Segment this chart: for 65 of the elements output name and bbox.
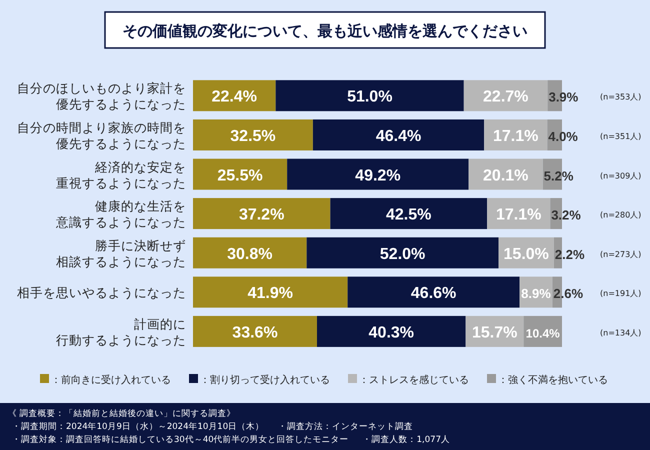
data-label: 17.1%: [496, 206, 542, 224]
text: (n=280人): [600, 210, 642, 220]
text: ・調査方法：インターネット調査: [278, 421, 414, 432]
data-label: 32.5%: [230, 128, 276, 145]
bar: [316, 316, 466, 347]
legend-label: ：前向きに受け入れている: [51, 374, 171, 386]
data-label: 2.6%: [553, 286, 584, 302]
chart-title: その価値観の変化について、最も近い感情を選んでください: [122, 22, 528, 40]
data-label: 20.1%: [483, 167, 528, 184]
legend-label: ：ストレスを感じている: [359, 374, 469, 386]
bar: [193, 119, 313, 150]
y-tick-label: 健康的な生活を意識するようになった: [55, 198, 186, 230]
bar: [330, 198, 488, 230]
data-label: 22.7%: [483, 88, 528, 106]
text: (n=309人): [600, 171, 642, 180]
bar: [464, 80, 548, 112]
bar: [306, 237, 499, 268]
y-tick-label: 自分のほしいものより家計を優先するようになった: [17, 80, 186, 112]
data-label: 22.4%: [212, 88, 258, 106]
data-label: 42.5%: [386, 206, 432, 224]
data-label: 2.2%: [554, 246, 585, 262]
data-label: 15.7%: [472, 324, 518, 342]
text: (n=191人): [600, 289, 642, 298]
text: (n=351人): [600, 132, 642, 141]
data-label: 46.6%: [410, 285, 456, 302]
data-label: 33.6%: [232, 324, 278, 342]
data-label: 30.8%: [227, 246, 273, 263]
bar: [276, 80, 464, 112]
bar: [193, 276, 348, 308]
text: ・調査期間：2024年10月9日（水）～2024年10月10日（木）: [12, 421, 264, 432]
data-label: 46.4%: [376, 128, 422, 145]
data-label: 8.9%: [521, 286, 552, 302]
bar: [348, 276, 520, 308]
y-tick-label: 自分の時間より家族の時間を優先するようになった: [17, 120, 186, 151]
data-label: 3.2%: [551, 208, 582, 223]
data-label: 17.1%: [493, 128, 538, 145]
y-tick-label: 勝手に決断せず相談するようになった: [56, 238, 186, 269]
data-label: 10.4%: [526, 326, 560, 340]
y-tick-label: 相手を思いやるようになった: [17, 285, 186, 300]
data-label: 37.2%: [238, 206, 284, 224]
data-label: 15.0%: [504, 246, 549, 263]
legend-label: ：割り切って受け入れている: [200, 374, 330, 386]
data-label: 3.9%: [548, 90, 579, 105]
data-label: 40.3%: [368, 324, 414, 342]
data-label: 52.0%: [380, 246, 426, 263]
data-label: 41.9%: [248, 285, 293, 302]
bar: [193, 198, 330, 230]
text: (n=273人): [600, 250, 642, 259]
text: (n=353人): [600, 92, 642, 102]
data-label: 51.0%: [347, 88, 392, 106]
text: (n=134人): [600, 328, 642, 338]
text: 《 調査概要：「結婚前と結婚後の違い」に関する調査》: [8, 408, 236, 419]
text: ・調査対象：調査回答時に結婚している30代～40代前半の男女と回答したモニター: [12, 434, 349, 445]
y-tick-label: 計画的に行動するようになった: [56, 316, 186, 348]
bar: [193, 316, 317, 347]
bar: [287, 158, 469, 190]
bar: [193, 158, 288, 190]
bar: [312, 119, 484, 150]
legend-label: ：強く不満を抱いている: [498, 374, 608, 386]
y-tick-label: 経済的な安定を重視するようになった: [56, 159, 186, 190]
data-label: 49.2%: [355, 167, 401, 184]
bar: [193, 237, 307, 268]
text: ・調査人数：1,077人: [362, 434, 450, 445]
data-label: 25.5%: [217, 167, 263, 184]
data-label: 4.0%: [548, 128, 578, 144]
